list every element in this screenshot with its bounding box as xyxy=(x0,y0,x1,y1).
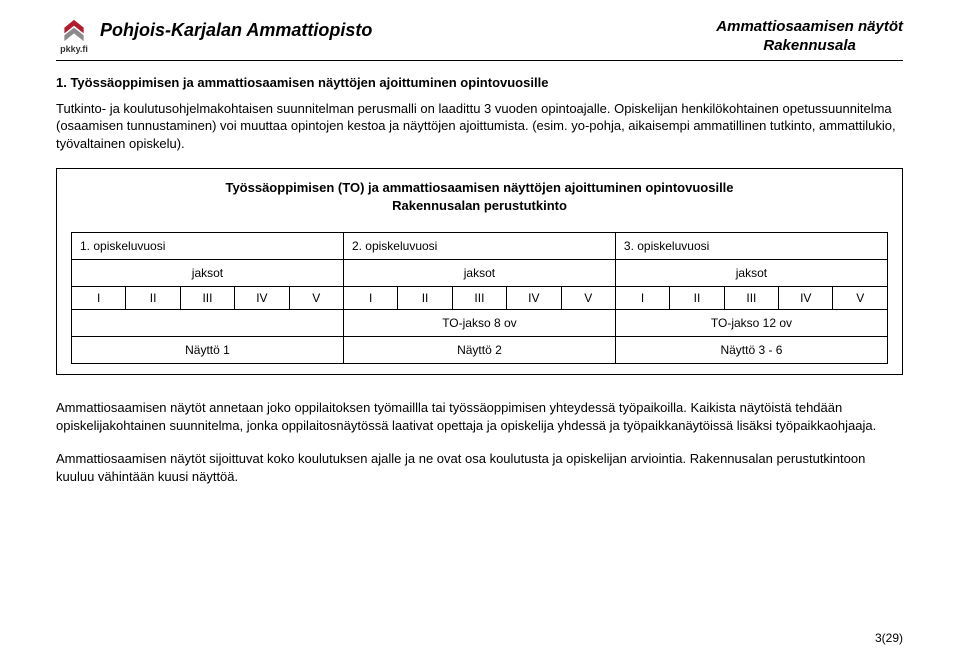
period-cell: II xyxy=(670,287,724,310)
table-row: I II III IV V I II III IV V I II III IV … xyxy=(72,287,888,310)
table-row: TO-jakso 8 ov TO-jakso 12 ov xyxy=(72,310,888,337)
period-cell: III xyxy=(724,287,778,310)
period-cell: II xyxy=(398,287,452,310)
period-cell: I xyxy=(343,287,397,310)
to-cell: TO-jakso 12 ov xyxy=(615,310,887,337)
period-cell: II xyxy=(126,287,180,310)
period-cell: IV xyxy=(235,287,289,310)
period-cell: V xyxy=(289,287,343,310)
org-logo: pkky.fi xyxy=(56,18,92,54)
footer-paragraph-2: Ammattiosaamisen näytöt sijoittuvat koko… xyxy=(56,450,903,485)
period-cell: IV xyxy=(507,287,561,310)
page-number: 3(29) xyxy=(875,631,903,645)
period-cell: I xyxy=(72,287,126,310)
schedule-table-frame: Työssäoppimisen (TO) ja ammattiosaamisen… xyxy=(56,168,903,375)
naytto-cell: Näyttö 1 xyxy=(72,337,344,364)
jaksot-cell: jaksot xyxy=(615,260,887,287)
to-cell xyxy=(72,310,344,337)
year-cell: 3. opiskeluvuosi xyxy=(615,233,887,260)
period-cell: III xyxy=(180,287,234,310)
naytto-cell: Näyttö 2 xyxy=(343,337,615,364)
table-title-line1: Työssäoppimisen (TO) ja ammattiosaamisen… xyxy=(225,180,733,195)
table-title-line2: Rakennusalan perustutkinto xyxy=(392,198,567,213)
page: pkky.fi Pohjois-Karjalan Ammattiopisto A… xyxy=(0,0,959,653)
header-right-line2: Rakennusala xyxy=(716,37,903,56)
period-cell: V xyxy=(833,287,888,310)
footer-paragraph-1: Ammattiosaamisen näytöt annetaan joko op… xyxy=(56,399,903,434)
table-row: jaksot jaksot jaksot xyxy=(72,260,888,287)
header-left: pkky.fi Pohjois-Karjalan Ammattiopisto xyxy=(56,18,372,54)
section-heading: 1. Työssäoppimisen ja ammattiosaamisen n… xyxy=(56,75,903,90)
period-cell: I xyxy=(615,287,669,310)
period-cell: V xyxy=(561,287,615,310)
year-cell: 1. opiskeluvuosi xyxy=(72,233,344,260)
period-cell: IV xyxy=(779,287,833,310)
schedule-table: 1. opiskeluvuosi 2. opiskeluvuosi 3. opi… xyxy=(71,232,888,364)
year-cell: 2. opiskeluvuosi xyxy=(343,233,615,260)
table-row: 1. opiskeluvuosi 2. opiskeluvuosi 3. opi… xyxy=(72,233,888,260)
table-title: Työssäoppimisen (TO) ja ammattiosaamisen… xyxy=(71,179,888,214)
table-row: Näyttö 1 Näyttö 2 Näyttö 3 - 6 xyxy=(72,337,888,364)
org-title: Pohjois-Karjalan Ammattiopisto xyxy=(100,18,372,41)
to-cell: TO-jakso 8 ov xyxy=(343,310,615,337)
period-cell: III xyxy=(452,287,506,310)
intro-paragraph: Tutkinto- ja koulutusohjelmakohtaisen su… xyxy=(56,100,903,153)
logo-text: pkky.fi xyxy=(60,44,88,54)
logo-icon xyxy=(60,18,88,43)
header-right-line1: Ammattiosaamisen näytöt xyxy=(716,18,903,37)
header-right: Ammattiosaamisen näytöt Rakennusala xyxy=(716,18,903,56)
page-header: pkky.fi Pohjois-Karjalan Ammattiopisto A… xyxy=(56,18,903,61)
jaksot-cell: jaksot xyxy=(343,260,615,287)
naytto-cell: Näyttö 3 - 6 xyxy=(615,337,887,364)
jaksot-cell: jaksot xyxy=(72,260,344,287)
